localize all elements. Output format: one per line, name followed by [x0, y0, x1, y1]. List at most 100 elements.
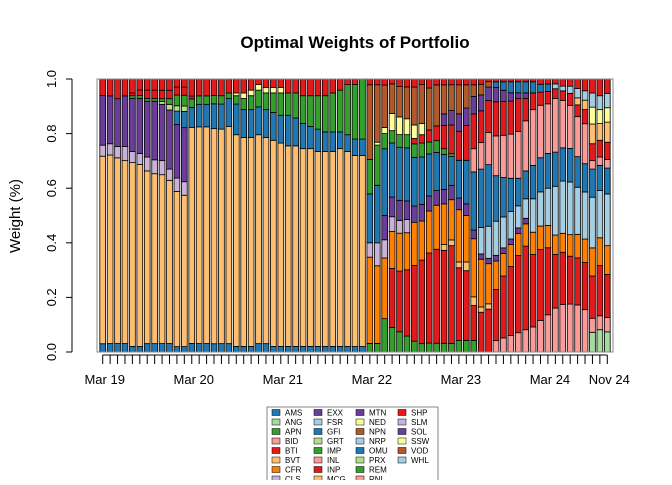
bar-segment — [225, 125, 233, 345]
bar-segment — [485, 132, 492, 166]
bar-segment — [143, 170, 151, 345]
bar-segment — [359, 155, 366, 347]
bar-segment — [440, 78, 448, 86]
bar-segment — [136, 78, 144, 91]
legend-label: INL — [327, 456, 340, 465]
bar-segment — [388, 142, 396, 198]
bar-segment — [507, 133, 515, 179]
bar-segment — [151, 173, 158, 345]
bar-segment — [596, 95, 604, 111]
bar-segment — [396, 146, 403, 201]
bar-segment — [566, 92, 574, 106]
x-tick-label: Nov 24 — [589, 372, 630, 387]
bar-segment — [99, 155, 107, 345]
bar-segment — [440, 148, 448, 155]
bar-segment — [514, 332, 522, 353]
bar-segment — [574, 116, 581, 158]
bar-segment — [507, 335, 515, 353]
bar-segment — [596, 78, 604, 97]
bar-segment — [270, 346, 277, 353]
bar-segment — [173, 78, 181, 88]
bar-segment — [596, 190, 604, 239]
bar-segment — [381, 239, 388, 259]
bar-segment — [552, 151, 559, 187]
legend-label: BID — [285, 437, 299, 446]
bar-segment — [507, 100, 515, 135]
bar-segment — [448, 342, 455, 353]
bar-segment — [522, 198, 529, 219]
bar-segment — [544, 314, 552, 353]
bar-segment — [537, 91, 544, 106]
bar-segment — [522, 92, 529, 99]
bar-segment — [470, 84, 478, 97]
bar-segment — [292, 145, 299, 347]
bar-segment — [262, 137, 270, 345]
bar-segment — [388, 231, 396, 269]
bar-segment — [403, 147, 411, 202]
bar-segment — [381, 318, 388, 353]
bar-segment — [544, 83, 552, 92]
legend-label: NPN — [369, 428, 386, 437]
bar-segment — [507, 266, 515, 336]
bar-segment — [411, 156, 418, 207]
bar-segment — [396, 86, 403, 118]
legend-swatch — [271, 466, 281, 473]
bar-segment — [336, 89, 344, 133]
bar-segment — [166, 343, 173, 353]
bar-segment — [158, 103, 166, 162]
bar-segment — [418, 84, 426, 124]
bar-segment — [581, 163, 589, 193]
bar-segment — [566, 181, 574, 236]
bar-segment — [596, 109, 604, 124]
bar-segment — [106, 95, 114, 145]
bar-segment — [232, 95, 240, 105]
bar-segment — [240, 137, 247, 347]
bar-segment — [388, 267, 396, 328]
bar-segment — [500, 247, 507, 254]
bar-segment — [544, 225, 552, 249]
legend-swatch — [313, 456, 323, 464]
bar-segment — [173, 110, 181, 125]
bar-segment — [604, 193, 611, 247]
bar-segment — [373, 141, 381, 146]
bar-segment — [210, 78, 218, 96]
bar-segment — [247, 346, 255, 353]
legend-swatch — [271, 418, 281, 426]
bar-segment — [114, 98, 121, 147]
bar-segment — [114, 78, 121, 100]
bar-segment — [552, 254, 559, 309]
bar-segment — [158, 101, 166, 105]
bar-segment — [433, 140, 440, 153]
bar-segment — [129, 98, 136, 152]
legend-swatch — [397, 428, 407, 435]
bar-segment — [240, 346, 247, 353]
bar-segment — [99, 78, 107, 96]
y-axis: 0.0 0.2 0.4 0.6 0.8 1.0 — [44, 70, 73, 361]
bar-segment — [411, 138, 418, 145]
bar-segment — [388, 327, 396, 353]
bar-segment — [366, 256, 374, 344]
bar-segment — [136, 95, 144, 99]
bar-segment — [129, 151, 136, 163]
bar-segment — [329, 151, 337, 347]
bar-segment — [173, 191, 181, 348]
plot-frame — [96, 78, 614, 353]
bar-segment — [514, 81, 522, 94]
bar-segment — [537, 225, 544, 251]
bar-segment — [396, 220, 403, 234]
bar-segment — [522, 170, 529, 200]
bar-segment — [425, 252, 433, 344]
bar-segment — [299, 346, 307, 353]
bar-segment — [284, 78, 292, 94]
bar-segment — [210, 95, 218, 105]
bar-segment — [203, 103, 210, 128]
bar-segment — [589, 247, 596, 277]
legend-swatch — [271, 456, 281, 464]
bar-segment — [359, 138, 366, 156]
bar-segment — [448, 245, 455, 344]
bar-segment — [433, 125, 440, 142]
bar-segment — [581, 99, 589, 110]
bar-segment — [181, 346, 188, 353]
bar-segment — [433, 190, 440, 206]
